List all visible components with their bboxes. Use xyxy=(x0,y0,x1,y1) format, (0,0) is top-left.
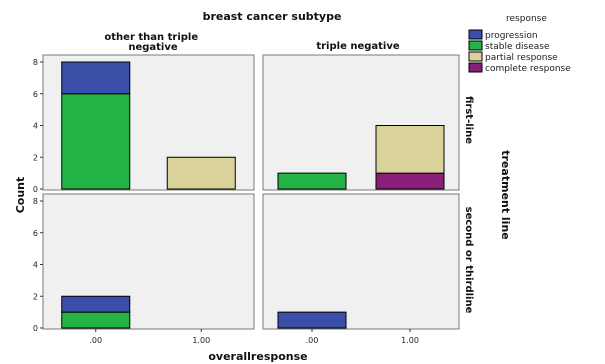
panel-background xyxy=(262,193,460,330)
legend-swatch xyxy=(468,29,483,40)
y-tick-label: 6 xyxy=(33,229,38,238)
legend-label: progression xyxy=(485,31,538,41)
row-facet-label-first: first-line xyxy=(463,96,474,144)
chart-title: breast cancer subtype xyxy=(203,10,342,23)
y-tick-label: 4 xyxy=(33,122,38,131)
x-axis-title: overallresponse xyxy=(208,350,307,363)
x-tick-label: 1.00 xyxy=(192,336,210,345)
legend-item: partial response xyxy=(468,51,558,63)
facet-panel xyxy=(262,54,460,191)
y-tick-label: 0 xyxy=(33,324,38,333)
legend-label: complete response xyxy=(485,64,571,74)
legend-item: progression xyxy=(468,29,538,41)
y-tick-label: 6 xyxy=(33,90,38,99)
bar-segment xyxy=(277,172,347,190)
facet-panels: 0 2 4 6 8 0 2 4 6 8 .00 1.00 .00 1.00 xyxy=(33,54,460,345)
x-tick-label: .00 xyxy=(89,336,102,345)
legend-title: response xyxy=(506,14,547,24)
legend-label: stable disease xyxy=(485,42,550,52)
legend-swatch xyxy=(468,51,483,62)
legend-label: partial response xyxy=(485,53,558,63)
y-tick-label: 8 xyxy=(33,197,38,206)
facet-panel: .00 1.00 xyxy=(262,193,460,345)
y-tick-label: 4 xyxy=(33,261,38,270)
bar-segment xyxy=(277,311,347,329)
legend-swatch xyxy=(468,62,483,73)
bar-segment xyxy=(61,93,131,190)
bar-segment xyxy=(375,125,445,174)
column-facet-label-triple: triple negative xyxy=(316,41,400,52)
row-facet-title: treatment line xyxy=(499,150,512,240)
x-tick-label: .00 xyxy=(306,336,319,345)
bar-segment xyxy=(166,156,236,190)
bar-segment xyxy=(61,311,131,329)
bar-segment xyxy=(61,295,131,313)
legend-item: complete response xyxy=(468,62,571,74)
y-tick-label: 2 xyxy=(33,292,38,301)
column-facet-label-other: other than triple negative xyxy=(104,32,201,53)
bar-segment xyxy=(375,172,445,190)
facet-panel: 0 2 4 6 8 .00 1.00 xyxy=(33,193,255,345)
y-tick-label: 2 xyxy=(33,153,38,162)
y-axis-title: Count xyxy=(14,177,27,214)
legend-item: stable disease xyxy=(468,40,550,52)
y-tick-label: 0 xyxy=(33,185,38,194)
facet-panel: 0 2 4 6 8 xyxy=(33,54,255,194)
y-tick-label: 8 xyxy=(33,58,38,67)
bar-segment xyxy=(61,61,131,95)
x-tick-label: 1.00 xyxy=(401,336,419,345)
row-facet-label-second: second or thirdline xyxy=(463,207,474,314)
legend-swatch xyxy=(468,40,483,51)
